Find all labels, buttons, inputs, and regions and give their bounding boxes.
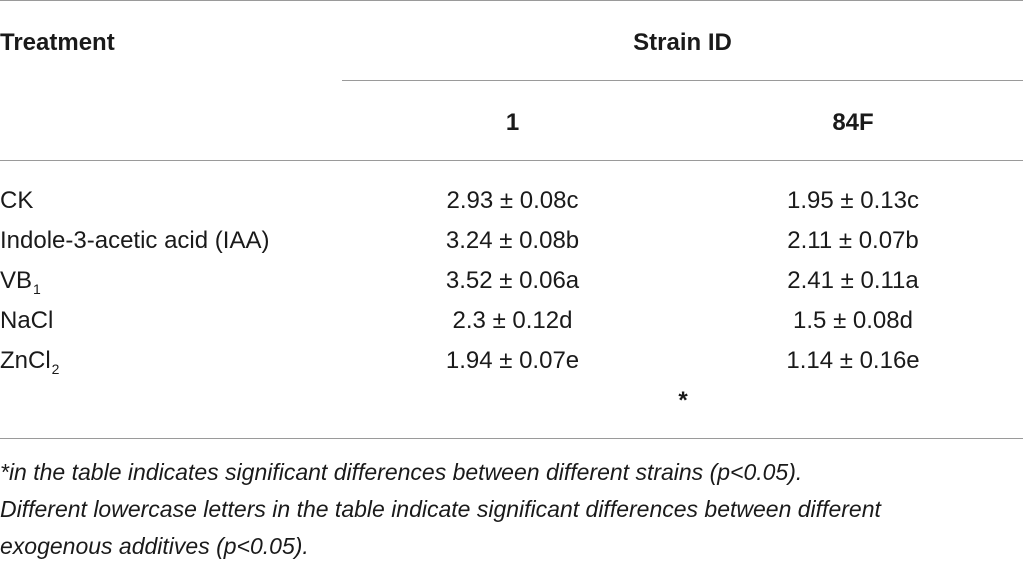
table-cell: 2.41 ± 0.11a [787, 267, 919, 294]
treatment-column-header: Treatment [0, 29, 115, 56]
strain-1-column-header: 1 [505, 109, 520, 136]
table-cell: 2.3 ± 0.12d [452, 307, 573, 334]
treatment-label-ck: CK [0, 187, 34, 214]
treatment-label-iaa: Indole-3-acetic acid (IAA) [0, 227, 270, 254]
footnote-line-3: exogenous additives (p<0.05). [0, 533, 309, 559]
table-cell: 1.5 ± 0.08d [793, 307, 913, 334]
table-cell: 1.95 ± 0.13c [787, 187, 919, 214]
treatment-label-nacl: NaCl [0, 307, 54, 334]
table-bottom-rule [0, 438, 1023, 439]
subscript: 1 [33, 281, 41, 297]
table-cell: 1.94 ± 0.07e [445, 347, 580, 374]
table-cell: 1.14 ± 0.16e [786, 347, 920, 374]
significance-marker: * [678, 387, 688, 414]
treatment-label-vb1: VB1 [0, 267, 41, 297]
footnote-line-2: Different lowercase letters in the table… [0, 496, 881, 522]
treatment-label-zncl2: ZnCl2 [0, 347, 60, 377]
footnote-line-1: *in the table indicates significant diff… [0, 459, 803, 485]
group-header-rule [342, 80, 1023, 81]
table-cell: 3.52 ± 0.06a [445, 267, 580, 294]
subscript: 2 [51, 361, 60, 377]
table-cell: 2.11 ± 0.07b [787, 227, 919, 254]
strain-id-group-header: Strain ID [633, 29, 732, 56]
table-cell: 3.24 ± 0.08b [445, 227, 580, 254]
header-bottom-rule [0, 160, 1023, 161]
strain-84f-column-header: 84F [832, 109, 874, 136]
table-top-rule [0, 0, 1023, 1]
table-cell: 2.93 ± 0.08c [446, 187, 579, 214]
